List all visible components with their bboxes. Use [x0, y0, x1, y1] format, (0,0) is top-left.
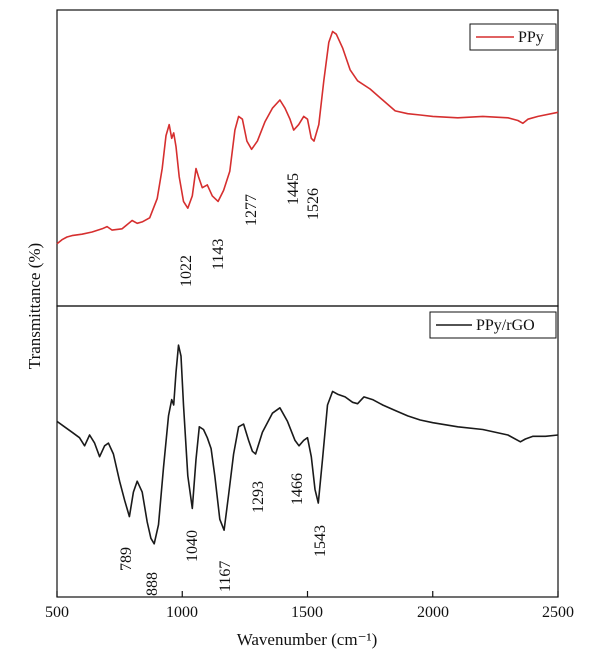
- x-tick-label: 1500: [291, 604, 323, 621]
- ppy-rgo-legend-box: [429, 311, 557, 339]
- x-tick-label: 2000: [417, 604, 449, 621]
- ppy-rgo-peak-label: 888: [144, 572, 161, 596]
- x-tick-label: 2500: [542, 604, 574, 621]
- ppy-rgo-legend-label: PPy/rGO: [476, 317, 535, 334]
- ppy-rgo-peak-label: 1293: [250, 481, 267, 513]
- ppy-peak-label: 1526: [305, 188, 322, 220]
- ppy-peak-label: 1277: [243, 194, 260, 226]
- ppy-spectrum-line: [56, 30, 559, 245]
- top-panel-frame: [56, 9, 559, 307]
- ppy-rgo-peak-labels: 789 888 1040 1167 1293 1466 1543: [118, 473, 329, 596]
- x-tick-label: 1000: [166, 604, 198, 621]
- ppy-peak-label: 1022: [178, 255, 195, 287]
- ppy-peak-label: 1445: [285, 173, 302, 205]
- x-axis-ticks: [56, 591, 559, 597]
- ppy-legend: PPy: [469, 23, 557, 51]
- ppy-rgo-peak-label: 1040: [184, 530, 201, 562]
- x-axis-tick-labels: 500 1000 1500 2000 2500: [45, 604, 574, 621]
- ppy-rgo-peak-label: 1167: [217, 561, 234, 592]
- ppy-peak-labels: 1022 1143 1277 1445 1526: [178, 173, 322, 287]
- ppy-rgo-peak-label: 1466: [289, 473, 306, 505]
- ppy-legend-label: PPy: [518, 29, 544, 46]
- x-tick-label: 500: [45, 604, 69, 621]
- ppy-rgo-spectrum-line: [56, 344, 559, 545]
- ppy-rgo-peak-label: 789: [118, 547, 135, 571]
- ppy-rgo-legend: PPy/rGO: [429, 311, 557, 339]
- y-axis-title: Transmittance (%): [25, 243, 44, 369]
- ppy-peak-label: 1143: [210, 239, 227, 270]
- x-axis-title: Wavenumber (cm⁻¹): [237, 630, 378, 649]
- ppy-rgo-peak-label: 1543: [312, 525, 329, 557]
